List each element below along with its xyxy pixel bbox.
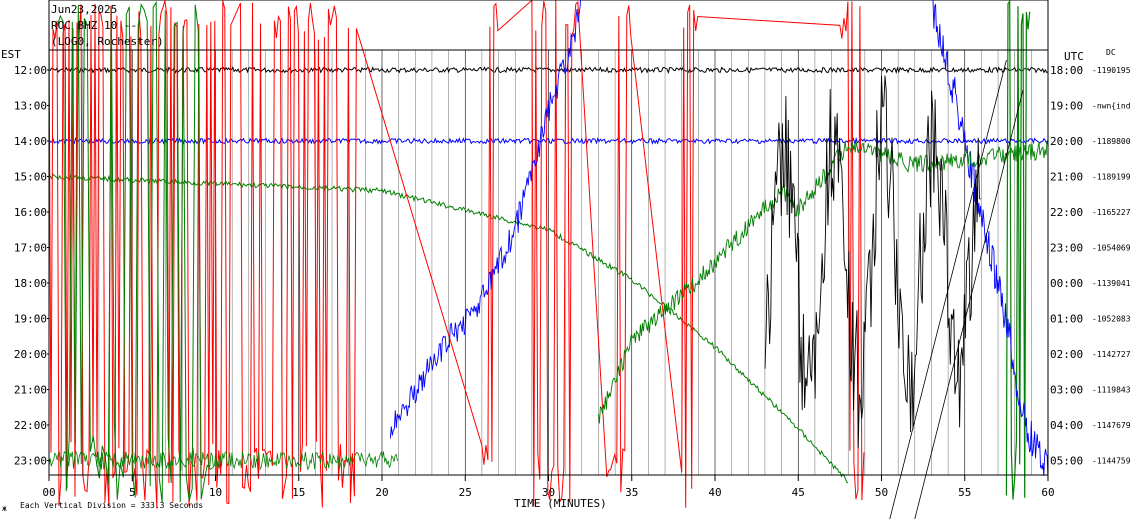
x-axis-label: TIME (MINUTES) [514,497,607,510]
x-tick-label: 15 [292,486,305,499]
utc-row-label: 02:00 [1050,348,1083,361]
trace-blue-end [932,0,1049,482]
x-tick-label: 25 [459,486,472,499]
dc-row-label: -1190195 [1092,66,1130,75]
dc-row-label: -1189800 [1092,137,1130,146]
utc-row-label: 04:00 [1050,419,1083,432]
x-axis-ticks: 00 5 10 15 20 25 30 35 40 45 50 55 60 [42,475,1055,499]
est-row-label: 18:00 [14,277,47,290]
header-date: Jun23,2025 [51,3,117,16]
x-tick-label: 20 [375,486,388,499]
footer-note: Each Vertical Division = 333.3 Seconds [20,501,203,510]
dc-label: DC [1106,48,1116,57]
header-station: ROC BHZ 10 -- [51,19,137,32]
est-row-label: 19:00 [14,313,47,326]
trace-red-saturated [48,0,865,509]
seismic-traces [48,0,1049,519]
dc-row-label: -1052083 [1092,315,1130,324]
dc-row-label: -1165227 [1092,208,1130,217]
trace-green-drift [598,141,1048,424]
est-row-label: 22:00 [14,419,47,432]
est-time-labels: 12:00 13:00 14:00 15:00 16:00 17:00 18:00 19:00… [14,64,49,468]
trace-black-diagonal-2 [889,59,1007,519]
est-row-label: 17:00 [14,242,47,255]
dc-row-label: -1054069 [1092,244,1130,253]
utc-time-labels: 18:00 19:00 20:00 21:00 22:00 23:00 00:00 01:00… [1050,64,1083,468]
dc-row-label: -1144759 [1092,457,1130,466]
x-tick-label: 55 [958,486,971,499]
utc-row-label: 00:00 [1050,277,1083,290]
x-tick-label: 30 [542,486,555,499]
utc-row-label: 22:00 [1050,206,1083,219]
est-row-label: 16:00 [14,206,47,219]
dc-offset-labels: -1190195 -nwn{ind -1189800 -1189199 -1165227… [1092,66,1130,466]
x-tick-label: 35 [625,486,638,499]
utc-row-label: 01:00 [1050,313,1083,326]
dc-row-label: -nwn{ind [1092,102,1130,111]
utc-row-label: 23:00 [1050,242,1083,255]
est-row-label: 20:00 [14,348,47,361]
utc-row-label: 18:00 [1050,64,1083,77]
trace-blue-drift [389,0,581,439]
trace-green-saturated [56,0,214,503]
trace-black-wild [764,75,981,448]
left-timezone-label: EST [1,48,21,61]
x-tick-label: 40 [708,486,721,499]
utc-row-label: 05:00 [1050,455,1083,468]
dc-row-label: -1139041 [1092,279,1130,288]
utc-row-label: 19:00 [1050,100,1083,113]
est-row-label: 23:00 [14,455,47,468]
est-row-label: 13:00 [14,100,47,113]
utc-row-label: 20:00 [1050,135,1083,148]
trace-green-row-23 [48,450,398,471]
est-row-label: 15:00 [14,171,47,184]
x-tick-label: 50 [875,486,888,499]
utc-row-label: 21:00 [1050,171,1083,184]
x-tick-label: 60 [1041,486,1054,499]
trace-black-diagonal-1 [914,89,1024,519]
dc-row-label: -1119843 [1092,386,1130,395]
x-tick-label: 5 [129,486,136,499]
x-tick-label: 10 [209,486,222,499]
dc-row-label: -1189199 [1092,173,1130,182]
est-row-label: 12:00 [14,64,47,77]
header-place: (LOG0, Rochester) [51,35,164,48]
x-tick-label: 00 [42,486,55,499]
est-row-label: 14:00 [14,135,47,148]
footer-mark: ж [2,504,7,513]
utc-row-label: 03:00 [1050,384,1083,397]
dc-row-label: -1142727 [1092,350,1130,359]
est-row-label: 21:00 [14,384,47,397]
dc-row-label: -1147679 [1092,421,1130,430]
x-tick-label: 45 [792,486,805,499]
right-timezone-label: UTC [1064,50,1084,63]
